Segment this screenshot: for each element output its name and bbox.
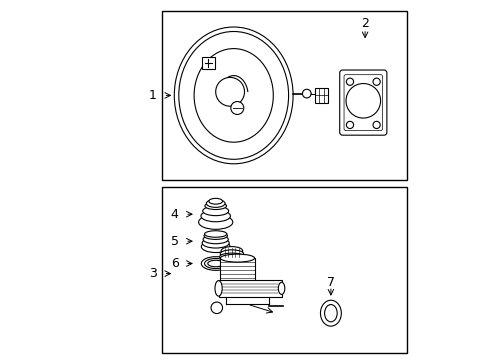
Ellipse shape — [204, 258, 226, 269]
Text: 4: 4 — [170, 208, 178, 221]
Bar — [202, 57, 215, 69]
Ellipse shape — [207, 260, 223, 267]
Circle shape — [302, 89, 310, 98]
Ellipse shape — [202, 238, 229, 248]
Ellipse shape — [194, 49, 273, 142]
Bar — [220, 258, 254, 282]
FancyBboxPatch shape — [344, 75, 382, 131]
Text: 1: 1 — [149, 89, 157, 102]
Ellipse shape — [201, 241, 230, 253]
Ellipse shape — [203, 206, 228, 216]
Bar — [162, 11, 406, 180]
Circle shape — [346, 121, 353, 129]
Ellipse shape — [198, 215, 232, 229]
Ellipse shape — [220, 254, 254, 262]
Ellipse shape — [278, 282, 284, 294]
Circle shape — [215, 77, 244, 106]
Ellipse shape — [204, 202, 226, 210]
Text: 2: 2 — [361, 17, 368, 30]
Text: 5: 5 — [170, 235, 178, 248]
Circle shape — [346, 84, 380, 118]
Circle shape — [372, 78, 380, 85]
Ellipse shape — [174, 27, 292, 164]
FancyBboxPatch shape — [339, 70, 386, 135]
Bar — [162, 187, 406, 353]
Ellipse shape — [219, 253, 244, 260]
Circle shape — [346, 78, 353, 85]
Circle shape — [230, 102, 244, 114]
Circle shape — [372, 121, 380, 129]
Ellipse shape — [204, 231, 226, 237]
Ellipse shape — [179, 32, 288, 159]
Ellipse shape — [221, 247, 242, 255]
Bar — [218, 280, 281, 297]
Ellipse shape — [220, 250, 243, 258]
Bar — [314, 88, 328, 103]
Ellipse shape — [324, 305, 337, 322]
Circle shape — [211, 302, 222, 314]
Ellipse shape — [206, 199, 224, 207]
Ellipse shape — [215, 280, 222, 296]
Text: 7: 7 — [326, 276, 334, 289]
Text: 6: 6 — [170, 257, 178, 270]
Ellipse shape — [320, 300, 341, 326]
Ellipse shape — [203, 232, 227, 239]
Ellipse shape — [203, 235, 228, 244]
Ellipse shape — [201, 210, 230, 222]
Ellipse shape — [201, 257, 230, 270]
Ellipse shape — [208, 198, 222, 204]
Text: 3: 3 — [149, 267, 157, 280]
